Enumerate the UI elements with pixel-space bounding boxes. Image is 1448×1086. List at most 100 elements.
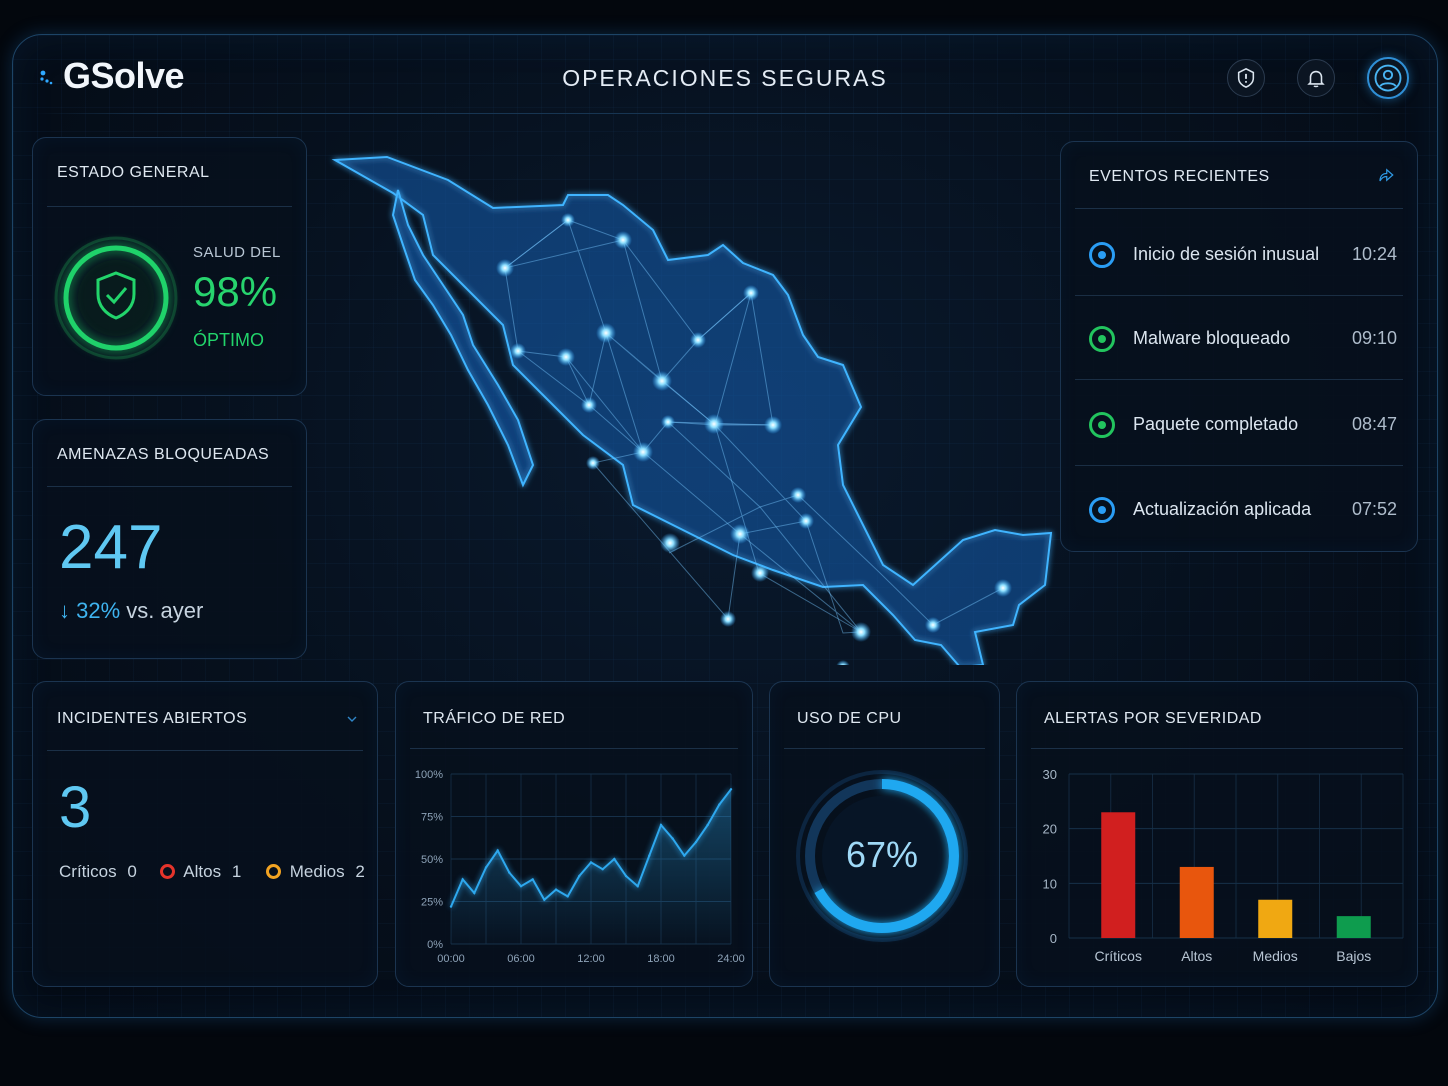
cpu-title: USO DE CPU <box>797 710 902 727</box>
eventos-list: Inicio de sesión inusual 10:24 Malware b… <box>1061 210 1417 551</box>
bar-0 <box>1101 812 1136 938</box>
traffic-chart: 100% 75% 50% 25% 0% 00:00 06:00 12:00 18:00 24:00 <box>415 769 745 965</box>
cpu-progress-arc <box>805 779 959 933</box>
y-tick-label: 50% <box>421 854 443 866</box>
trafico-panel: TRÁFICO DE RED 100% 75% 50% 25% 0% 00:00 06:00… <box>395 681 753 987</box>
traffic-point <box>636 885 639 888</box>
x-tick-label: 00:00 <box>437 953 465 965</box>
traffic-point <box>484 866 488 869</box>
y-tick-label: 75% <box>421 812 443 824</box>
criticos-value: 0 <box>127 862 137 881</box>
x-tick-label: 24:00 <box>717 953 745 965</box>
x-tick-label: Altos <box>1181 948 1212 964</box>
traffic-point <box>473 891 476 895</box>
traffic-point <box>601 868 604 871</box>
map-network-nodes <box>496 213 1012 665</box>
event-label: Malware bloqueado <box>1133 328 1291 348</box>
logo-mark-icon <box>40 70 53 85</box>
arrow-down-icon: ↓ <box>59 598 70 623</box>
traffic-point <box>706 823 709 827</box>
page-title: OPERACIONES SEGURAS <box>562 65 888 91</box>
panel-divider <box>1031 748 1403 749</box>
traffic-point <box>671 837 674 840</box>
medios-status-icon <box>266 864 282 879</box>
estado-general-panel: ESTADO GENERAL SALUD DEL 98% ÓPTIMO <box>32 137 307 396</box>
traffic-point <box>519 885 523 888</box>
panel-divider <box>784 748 985 749</box>
incidentes-panel: INCIDENTES ABIERTOS 3 Críticos 0 Altos 1… <box>32 681 378 987</box>
panel-divider <box>410 748 738 749</box>
health-value: 98% <box>193 268 278 315</box>
event-item[interactable]: Inicio de sesión inusual 10:24 <box>1075 210 1403 296</box>
event-item[interactable]: Malware bloqueado 09:10 <box>1075 294 1403 380</box>
logo[interactable]: GSolve <box>37 55 185 97</box>
chevron-down-icon[interactable] <box>345 712 359 726</box>
traffic-point <box>461 878 464 881</box>
health-ring <box>54 236 178 360</box>
cpu-gauge <box>796 770 968 942</box>
traffic-point <box>659 823 663 827</box>
eventos-title: EVENTOS RECIENTES <box>1089 168 1270 185</box>
event-time: 09:10 <box>1351 328 1397 348</box>
traffic-point <box>648 854 651 857</box>
cpu-panel: USO DE CPU 67% <box>769 681 1000 987</box>
medios-label: Medios <box>289 862 345 881</box>
y-tick-label: 30 <box>1043 767 1057 782</box>
traffic-point <box>578 874 581 878</box>
health-status: ÓPTIMO <box>193 330 264 350</box>
dashboard-frame: GSolve OPERACIONES SEGURAS <box>12 34 1438 1018</box>
amenazas-panel: AMENAZAS BLOQUEADAS 247 ↓ 32% vs. ayer <box>32 419 307 659</box>
panel-divider <box>47 750 363 751</box>
x-tick-label: 06:00 <box>507 953 535 965</box>
traffic-point <box>449 905 453 908</box>
event-time: 08:47 <box>1351 414 1397 434</box>
panel-divider <box>1075 208 1403 209</box>
x-tick-label: Críticos <box>1095 948 1142 964</box>
x-tick-label: Bajos <box>1336 948 1371 964</box>
amenazas-value: 247 <box>59 513 163 582</box>
amenazas-title: AMENAZAS BLOQUEADAS <box>57 446 270 463</box>
traffic-point <box>624 874 628 878</box>
user-profile-button[interactable] <box>1367 57 1409 99</box>
map-country-outline <box>331 155 1053 665</box>
event-item[interactable]: Actualización aplicada 07:52 <box>1075 465 1403 551</box>
event-time: 07:52 <box>1351 499 1397 519</box>
traffic-point <box>694 840 698 844</box>
panel-divider <box>47 206 292 207</box>
amenazas-change-value: 32% <box>76 598 121 623</box>
traffic-point <box>508 871 511 874</box>
traffic-point <box>718 803 721 806</box>
bar-1 <box>1179 866 1214 938</box>
bar-2 <box>1258 899 1293 938</box>
shield-check-icon <box>96 271 136 320</box>
y-tick-label: 25% <box>421 897 443 909</box>
traffic-point <box>589 861 593 864</box>
trafico-title: TRÁFICO DE RED <box>423 710 566 727</box>
eventos-panel: EVENTOS RECIENTES Inicio de sesión inusu… <box>1060 141 1418 552</box>
event-time: 10:24 <box>1351 244 1397 264</box>
y-tick-label: 0 <box>1050 931 1057 946</box>
event-item[interactable]: Paquete completado 08:47 <box>1075 380 1403 466</box>
traffic-point <box>683 854 686 857</box>
traffic-point <box>566 895 569 898</box>
traffic-point <box>543 898 546 901</box>
altos-label: Altos <box>183 862 222 881</box>
y-tick-label: 10 <box>1043 876 1057 891</box>
notifications-button[interactable] <box>1297 59 1335 97</box>
incidentes-title: INCIDENTES ABIERTOS <box>57 710 248 727</box>
filter-icon[interactable] <box>1377 166 1395 184</box>
event-status-dot <box>1089 412 1115 438</box>
cpu-value: 67% <box>845 834 919 875</box>
alertas-title: ALERTAS POR SEVERIDAD <box>1044 710 1262 727</box>
bar-3 <box>1336 916 1371 938</box>
x-tick-label: 18:00 <box>647 953 675 965</box>
bell-icon <box>1307 70 1325 88</box>
amenazas-change-suffix: vs. ayer <box>126 598 204 623</box>
criticos-label: Críticos <box>59 862 117 881</box>
medios-value: 2 <box>355 862 365 881</box>
amenazas-change: ↓ 32% vs. ayer <box>59 598 203 624</box>
y-tick-label: 100% <box>415 769 443 781</box>
app-name: GSolve <box>63 55 185 96</box>
alert-button[interactable] <box>1227 59 1265 97</box>
event-status-dot <box>1089 326 1115 352</box>
